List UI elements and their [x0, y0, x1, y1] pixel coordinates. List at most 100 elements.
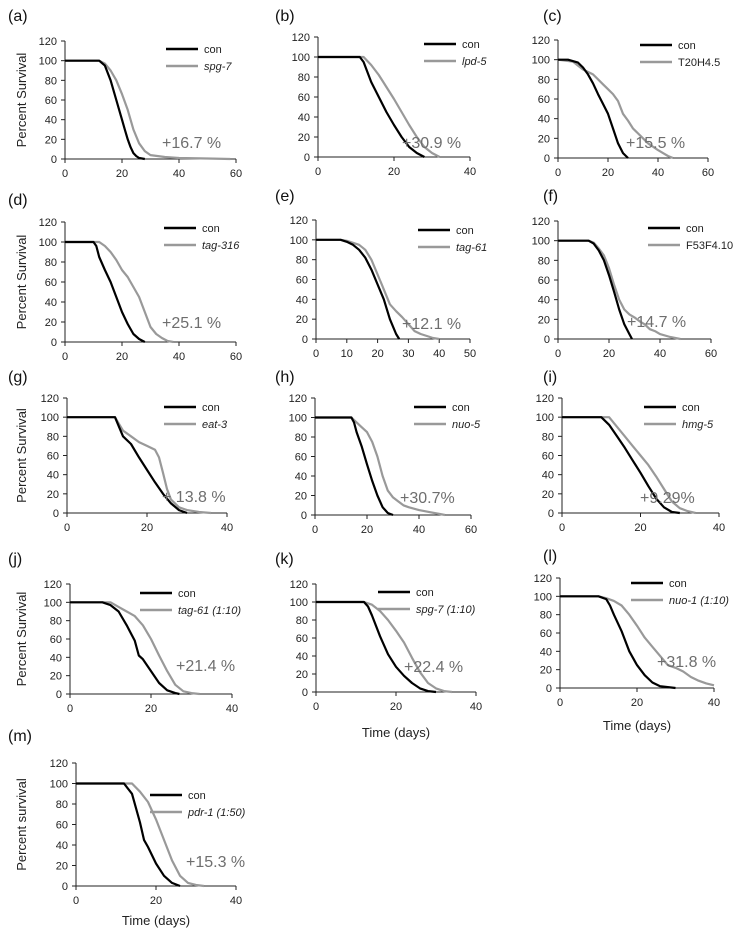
y-tick-label: 0 [301, 510, 307, 522]
panel-d: (d) 0 20 40 60 80 100 120 0 20 40 60 Percent Surviva… [8, 192, 242, 363]
series-line-con [560, 595, 676, 690]
series-line-con [558, 58, 629, 159]
x-tick-label: 60 [705, 348, 717, 360]
y-tick-label: 40 [295, 471, 307, 483]
y-tick-label: 40 [538, 114, 550, 126]
series-line-con [558, 239, 633, 340]
x-tick-label: 40 [470, 701, 482, 713]
y-tick-label: 80 [295, 432, 307, 444]
y-tick-label: 40 [296, 294, 308, 306]
y-tick-label: 100 [41, 412, 59, 424]
y-tick-label: 100 [292, 52, 310, 64]
y-tick-label: 0 [302, 687, 308, 699]
x-tick-label: 20 [116, 168, 128, 180]
x-axis-label: Time (days) [362, 725, 430, 740]
panel-a: (a) 0 20 40 60 80 100 120 0 20 40 60 Percent Surviva… [8, 8, 242, 180]
y-tick-label: 120 [39, 217, 57, 229]
y-axis-label: Percent Survival [14, 408, 29, 503]
y-tick-label: 100 [289, 413, 307, 425]
lifespan-increase-annotation: +15.5 % [626, 135, 685, 152]
y-tick-label: 100 [44, 597, 62, 609]
x-tick-label: 20 [603, 348, 615, 360]
y-tick-label: 40 [296, 651, 308, 663]
legend-entry: F53F4.10 [686, 240, 733, 252]
y-tick-label: 100 [534, 591, 552, 603]
x-tick-label: 0 [67, 703, 73, 715]
y-tick-label: 60 [45, 95, 57, 107]
lifespan-increase-annotation: +30.9 % [402, 135, 461, 152]
series-line-treated [318, 55, 441, 158]
y-tick-label: 60 [538, 94, 550, 106]
legend-entry: con [452, 402, 470, 414]
x-tick-label: 0 [312, 524, 318, 536]
x-tick-label: 40 [464, 166, 476, 178]
x-tick-label: 0 [62, 168, 68, 180]
panel-l: (l) 0 20 40 60 80 100 120 0 20 40 Time (days) con nuo… [534, 548, 730, 733]
x-tick-label: 0 [555, 167, 561, 179]
x-tick-label: 40 [173, 351, 185, 363]
legend-entry: con [202, 402, 220, 414]
panel-c: (c) 0 20 40 60 80 100 120 0 20 40 60 con T20H4.5 +15.5… [532, 8, 721, 179]
x-tick-label: 30 [402, 348, 414, 360]
series-line-treated [65, 59, 231, 161]
x-tick-label: 20 [388, 166, 400, 178]
legend-entry: tag-316 [202, 240, 240, 252]
y-tick-label: 120 [534, 573, 552, 585]
y-tick-label: 20 [540, 665, 552, 677]
panel-label: (m) [8, 728, 32, 745]
lifespan-increase-annotation: + 13.8 % [162, 489, 226, 506]
x-tick-label: 0 [313, 348, 319, 360]
panel-f: (f) 0 20 40 60 80 100 120 0 20 40 60 con F53F4.10 +14.… [532, 188, 733, 360]
series-line-con [65, 240, 146, 343]
legend-entry: hmg-5 [682, 419, 714, 431]
x-tick-label: 20 [150, 895, 162, 907]
x-tick-label: 20 [141, 522, 153, 534]
legend-entry: spg-7 (1:10) [416, 604, 476, 616]
x-tick-label: 40 [654, 348, 666, 360]
lifespan-increase-annotation: +21.4 % [176, 658, 235, 675]
legend-entry: con [678, 40, 696, 52]
x-tick-label: 0 [62, 351, 68, 363]
x-tick-label: 20 [634, 522, 646, 534]
x-tick-label: 60 [702, 167, 714, 179]
y-tick-label: 80 [45, 257, 57, 269]
y-tick-label: 80 [542, 431, 554, 443]
legend-entry: con [188, 790, 206, 802]
lifespan-increase-annotation: +15.3 % [186, 854, 245, 871]
y-tick-label: 60 [295, 452, 307, 464]
legend-entry: spg-7 [204, 61, 232, 73]
legend-entry: con [178, 588, 196, 600]
lifespan-increase-annotation: +14.7 % [627, 314, 686, 331]
y-tick-label: 0 [544, 153, 550, 165]
y-tick-label: 0 [51, 337, 57, 349]
y-tick-label: 80 [538, 74, 550, 86]
legend-entry: con [686, 223, 704, 235]
y-tick-label: 120 [44, 579, 62, 591]
series-line-treated [558, 239, 681, 341]
x-tick-label: 20 [602, 167, 614, 179]
y-tick-label: 100 [536, 412, 554, 424]
x-tick-label: 20 [390, 701, 402, 713]
y-tick-label: 100 [532, 236, 550, 248]
y-tick-label: 80 [298, 72, 310, 84]
x-tick-label: 40 [652, 167, 664, 179]
y-tick-label: 100 [39, 56, 57, 68]
y-axis-label: Percent Survival [14, 235, 29, 330]
x-tick-label: 0 [313, 701, 319, 713]
y-tick-label: 20 [47, 489, 59, 501]
x-tick-label: 20 [361, 524, 373, 536]
series-line-con [67, 416, 188, 515]
panel-label: (c) [543, 8, 562, 25]
legend-entry: con [416, 587, 434, 599]
y-tick-label: 80 [50, 616, 62, 628]
y-tick-label: 100 [50, 779, 68, 791]
series-line-con [70, 601, 180, 696]
y-tick-label: 0 [544, 334, 550, 346]
x-tick-label: 60 [230, 168, 242, 180]
series-line-con [76, 782, 181, 888]
y-tick-label: 60 [298, 92, 310, 104]
y-tick-label: 40 [47, 470, 59, 482]
x-tick-label: 40 [713, 522, 725, 534]
panel-label: (l) [543, 548, 557, 565]
